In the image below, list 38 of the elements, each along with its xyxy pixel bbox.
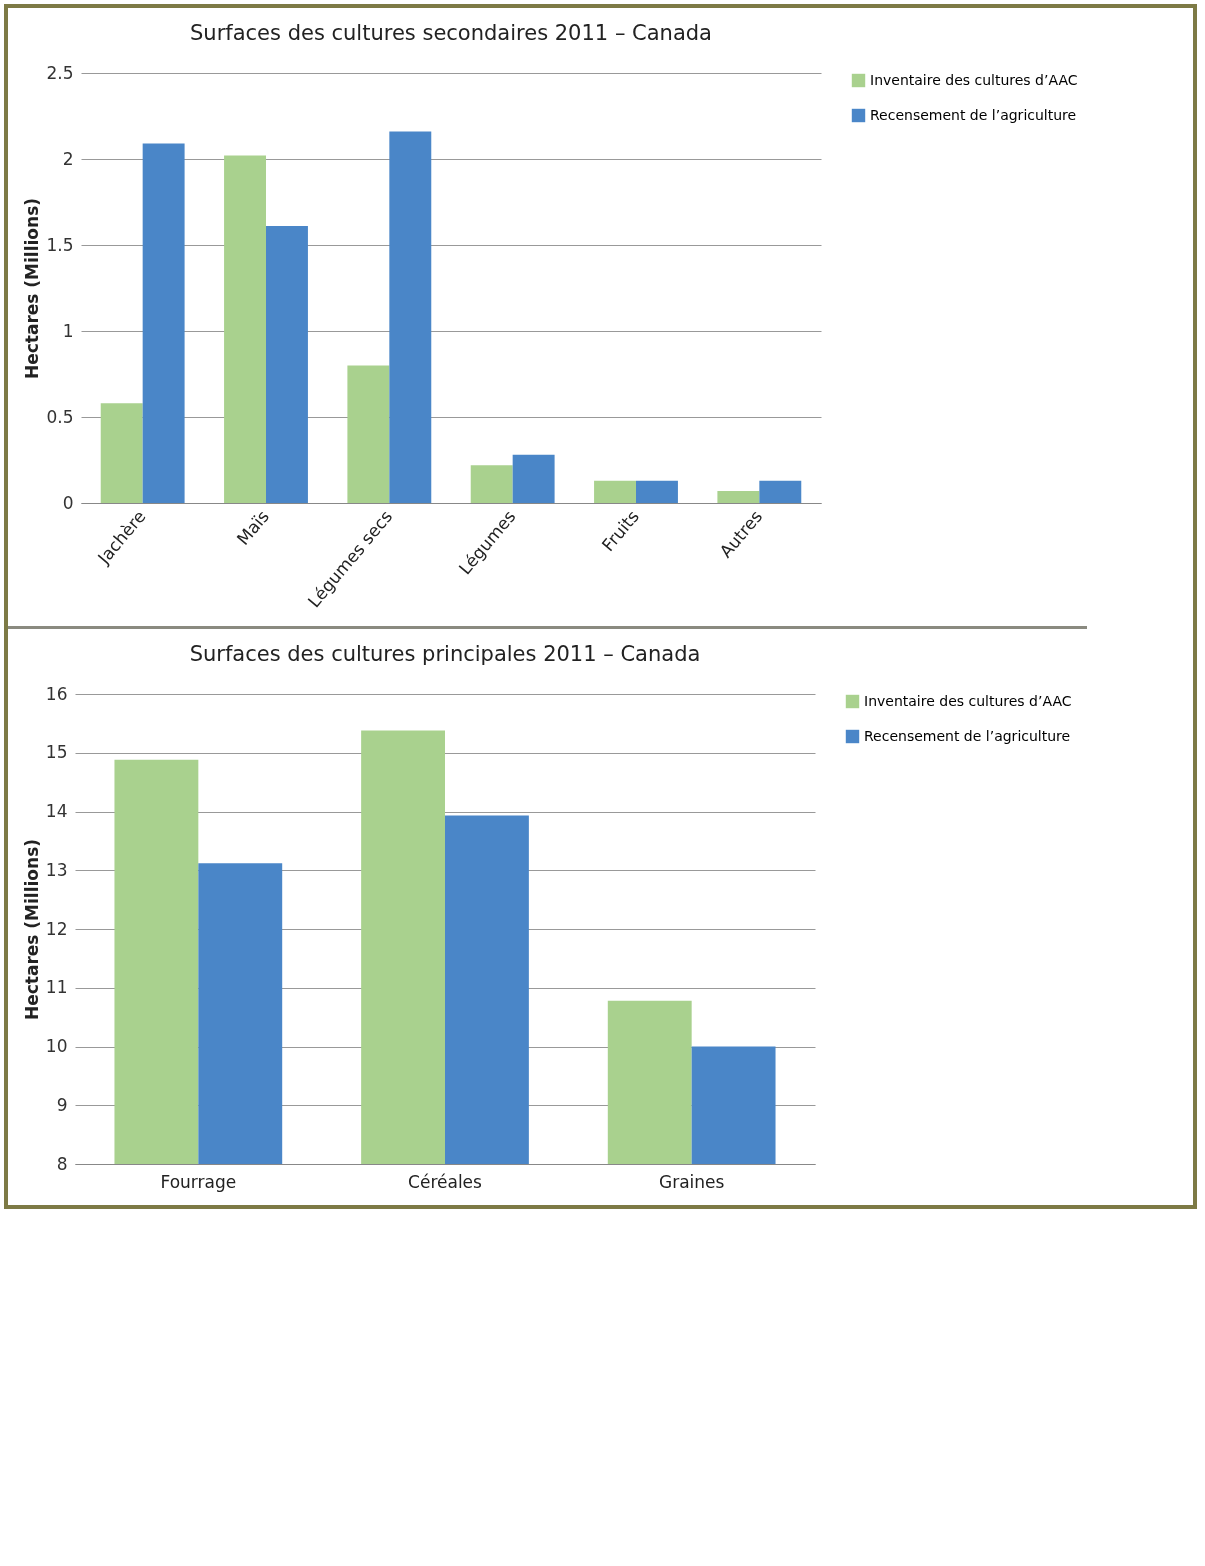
y-tick-label: 2 [62, 148, 74, 169]
y-tick-label: 13 [45, 859, 68, 880]
y-tick-label: 16 [45, 683, 68, 704]
y-tick-label: 11 [45, 977, 68, 998]
legend-label: Inventaire des cultures d’AAC [864, 692, 1072, 709]
y-axis-title: Hectares (Millions) [22, 197, 43, 380]
bar [759, 480, 802, 503]
y-tick-label: 14 [45, 801, 68, 821]
bar [224, 155, 266, 503]
y-tick-label: 0.5 [46, 406, 74, 427]
chart-title: Surfaces des cultures principales 2011 – Canada [189, 642, 701, 666]
y-tick-label: 0 [62, 492, 74, 513]
y-tick-label: 1 [62, 320, 74, 341]
chart-title: Surfaces des cultures secondaires 2011 – Canada [190, 21, 712, 45]
y-tick-label: 12 [45, 918, 68, 939]
bar [636, 480, 678, 503]
bar [266, 226, 308, 503]
y-tick-label: 8 [56, 1153, 68, 1174]
legend-label: Recensement de l’agriculture [870, 106, 1077, 123]
y-tick-label: 10 [45, 1036, 68, 1056]
x-tick-label: Graines [658, 1171, 725, 1192]
x-tick-label: Fourrage [160, 1171, 237, 1192]
legend-label: Recensement de l’agriculture [864, 727, 1071, 744]
y-tick-label: 1.5 [46, 234, 74, 255]
y-axis-title: Hectares (Millions) [21, 838, 42, 1021]
bar [470, 465, 513, 503]
bar [100, 403, 143, 503]
bar [389, 131, 432, 503]
y-tick-label: 2.5 [46, 62, 74, 83]
bar [512, 454, 555, 503]
x-tick-label: Céréales [408, 1171, 483, 1192]
legend-label: Inventaire des cultures d’AAC [870, 71, 1078, 88]
y-tick-label: 9 [56, 1094, 68, 1115]
bar [142, 143, 185, 503]
bar [594, 480, 636, 503]
bar [717, 490, 760, 503]
bar [347, 365, 390, 503]
y-tick-label: 15 [45, 742, 68, 763]
